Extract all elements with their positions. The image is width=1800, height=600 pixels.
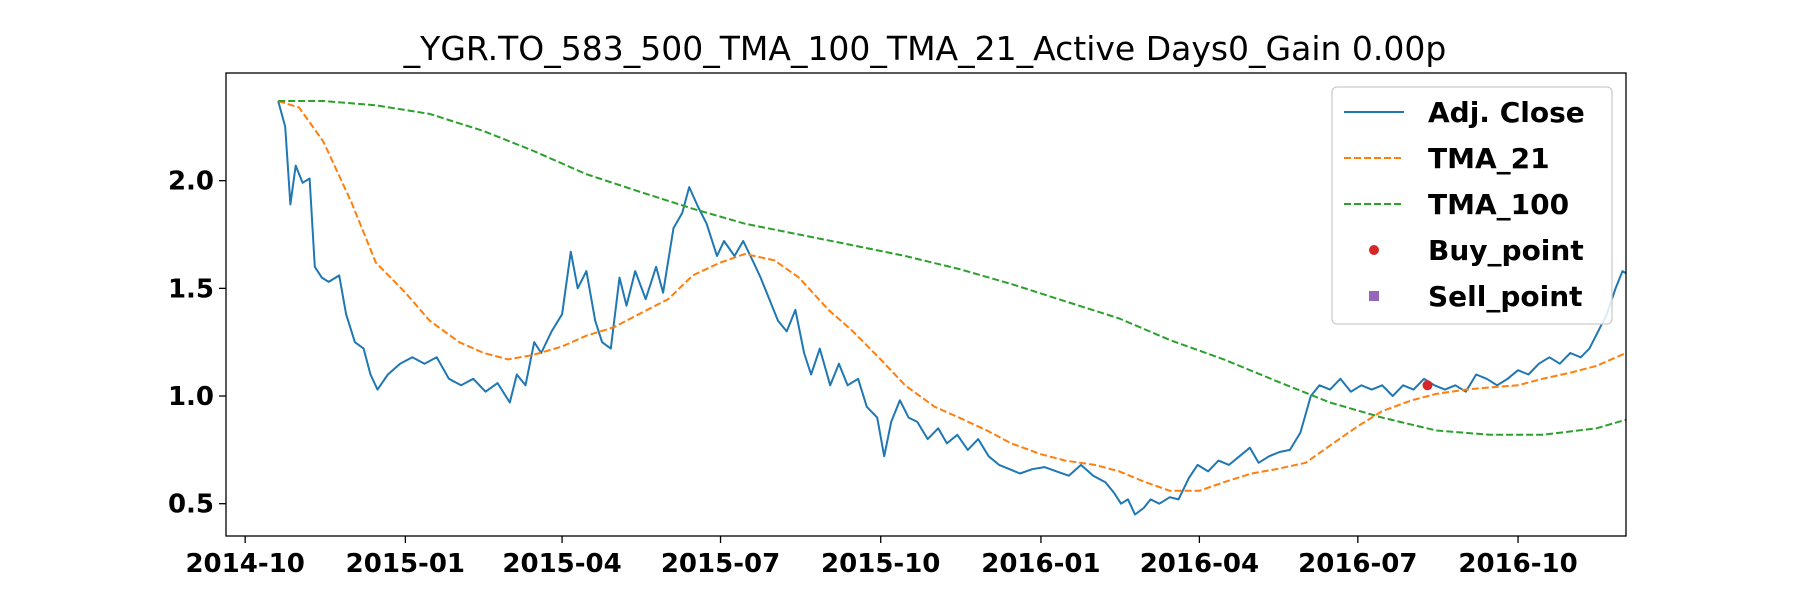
legend: Adj. Close TMA_21 TMA_100 Buy_point Sell_poi…	[1331, 86, 1613, 325]
series-line-adj-close	[277, 100, 1626, 516]
y-tick-label: 1.0	[168, 382, 214, 412]
x-tick-label: 2016-10	[1458, 549, 1577, 579]
axes: 2014-10 2015-01 2015-04 2015-07 2015-10 2016-…	[168, 167, 1578, 579]
legend-label-tma-100: TMA_100	[1428, 188, 1569, 221]
y-tick-label: 2.0	[168, 167, 214, 197]
series-line-tma-100	[278, 100, 1626, 436]
x-tick-label: 2016-04	[1140, 549, 1259, 579]
plot-area	[277, 100, 1626, 516]
legend-swatch-buy-point	[1369, 245, 1379, 255]
legend-box	[1331, 86, 1613, 325]
x-tick-label: 2014-10	[185, 549, 304, 579]
y-tick-label: 0.5	[168, 490, 214, 520]
legend-label-tma-21: TMA_21	[1428, 142, 1550, 175]
x-tick-label: 2015-04	[502, 549, 621, 579]
legend-label-sell-point: Sell_point	[1428, 280, 1583, 313]
legend-label-adj-close: Adj. Close	[1428, 96, 1585, 129]
series-line-tma-21	[277, 100, 1626, 492]
plot-frame	[225, 72, 1627, 537]
y-tick-label: 1.5	[168, 274, 214, 304]
chart-title: _YGR.TO_583_500_TMA_100_TMA_21_Active Da…	[403, 29, 1447, 68]
legend-swatch-sell-point	[1369, 291, 1379, 301]
x-tick-label: 2016-01	[981, 549, 1100, 579]
legend-label-buy-point: Buy_point	[1428, 234, 1584, 267]
buy-point-marker	[1422, 380, 1433, 391]
x-tick-label: 2016-07	[1298, 549, 1417, 579]
x-tick-label: 2015-01	[346, 549, 465, 579]
x-tick-label: 2015-10	[821, 549, 940, 579]
x-tick-label: 2015-07	[661, 549, 780, 579]
